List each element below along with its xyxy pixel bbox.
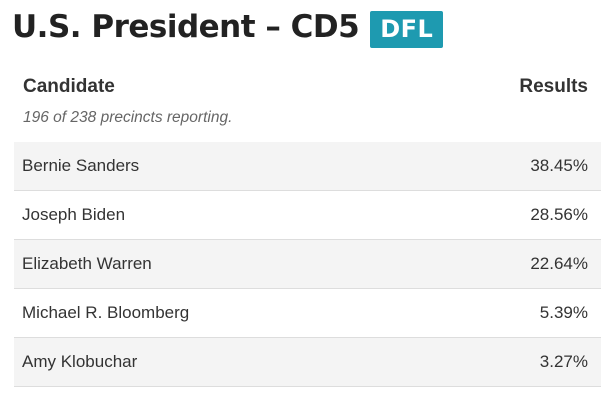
candidate-result: 28.56% [530,205,588,224]
results-table-body: Bernie Sanders 38.45% Joseph Biden 28.56… [14,142,601,387]
results-column-header: Results [519,76,588,97]
candidate-result: 3.27% [539,352,588,371]
candidate-name: Bernie Sanders [22,156,140,175]
table-row: Joseph Biden 28.56% [14,191,601,240]
candidate-result: 38.45% [530,156,588,175]
table-row: Amy Klobuchar 3.27% [14,338,601,387]
party-badge: DFL [370,10,444,48]
candidate-name: Joseph Biden [22,205,126,224]
candidate-name: Michael R. Bloomberg [22,303,190,322]
results-table-header: Candidate Results 196 of 238 precincts r… [14,68,601,144]
page-header: U.S. President – CD5 DFL [12,4,444,50]
table-row: Bernie Sanders 38.45% [14,142,601,191]
candidate-result: 22.64% [530,254,588,273]
precincts-reporting-note: 196 of 238 precincts reporting. [23,109,233,126]
page-title: U.S. President – CD5 [12,9,360,45]
candidate-result: 5.39% [539,303,588,322]
candidate-name: Elizabeth Warren [22,254,152,273]
candidate-column-header: Candidate [23,76,115,97]
table-row: Michael R. Bloomberg 5.39% [14,289,601,338]
candidate-name: Amy Klobuchar [22,352,138,371]
table-row: Elizabeth Warren 22.64% [14,240,601,289]
